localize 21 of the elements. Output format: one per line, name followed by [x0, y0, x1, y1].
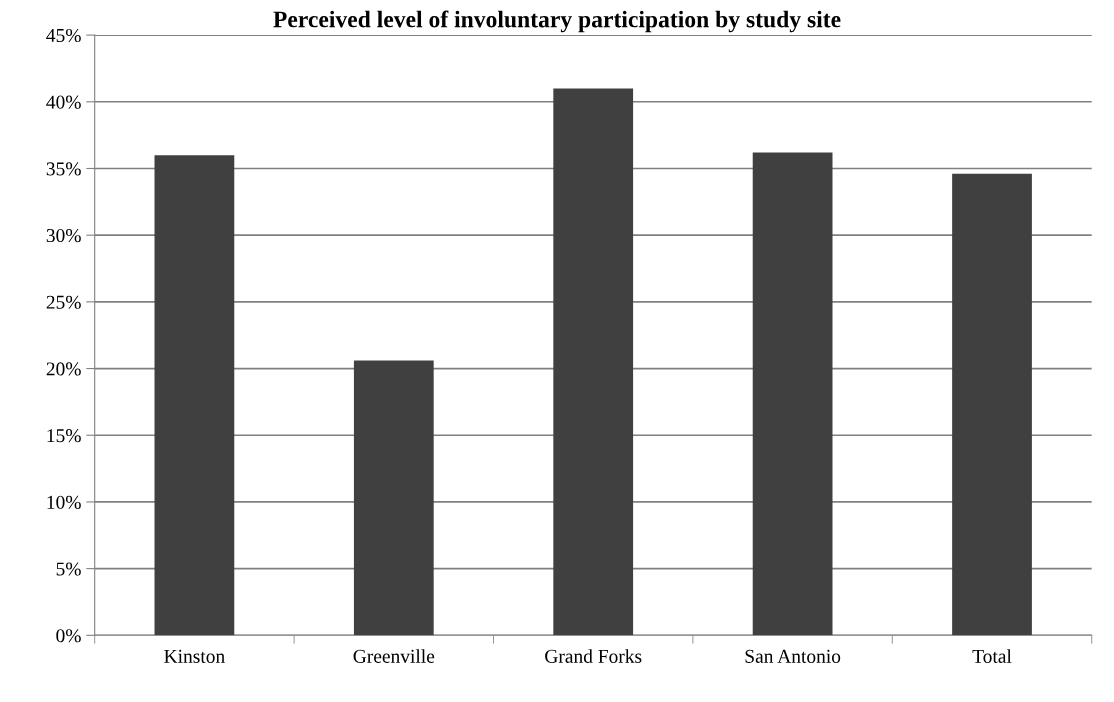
y-tick-label: 15%	[47, 429, 81, 443]
y-tick-label: 30%	[46, 228, 81, 243]
x-tick-label: Greenville	[353, 649, 435, 663]
x-tick-label: Total	[972, 649, 1012, 663]
bar	[353, 360, 434, 636]
chart-title: Perceived level of involuntary participation by study site	[273, 10, 841, 33]
y-tick-label: 40%	[46, 95, 81, 109]
y-tick-label: 25%	[46, 295, 81, 309]
bar	[752, 152, 833, 636]
y-tick-label: 35%	[46, 162, 81, 176]
y-tick-label: 0%	[56, 629, 81, 643]
y-tick-label: 10%	[47, 495, 81, 509]
y-tick-label: 20%	[46, 362, 81, 376]
bar	[154, 155, 235, 636]
x-tick-label: Kinston	[164, 649, 225, 663]
bar	[553, 88, 634, 636]
y-tick-label: 45%	[46, 28, 81, 43]
x-tick-label: Grand Forks	[545, 649, 642, 663]
x-tick-label: San Antonio	[745, 649, 841, 663]
bar	[952, 173, 1032, 636]
y-tick-label: 5%	[56, 562, 81, 576]
